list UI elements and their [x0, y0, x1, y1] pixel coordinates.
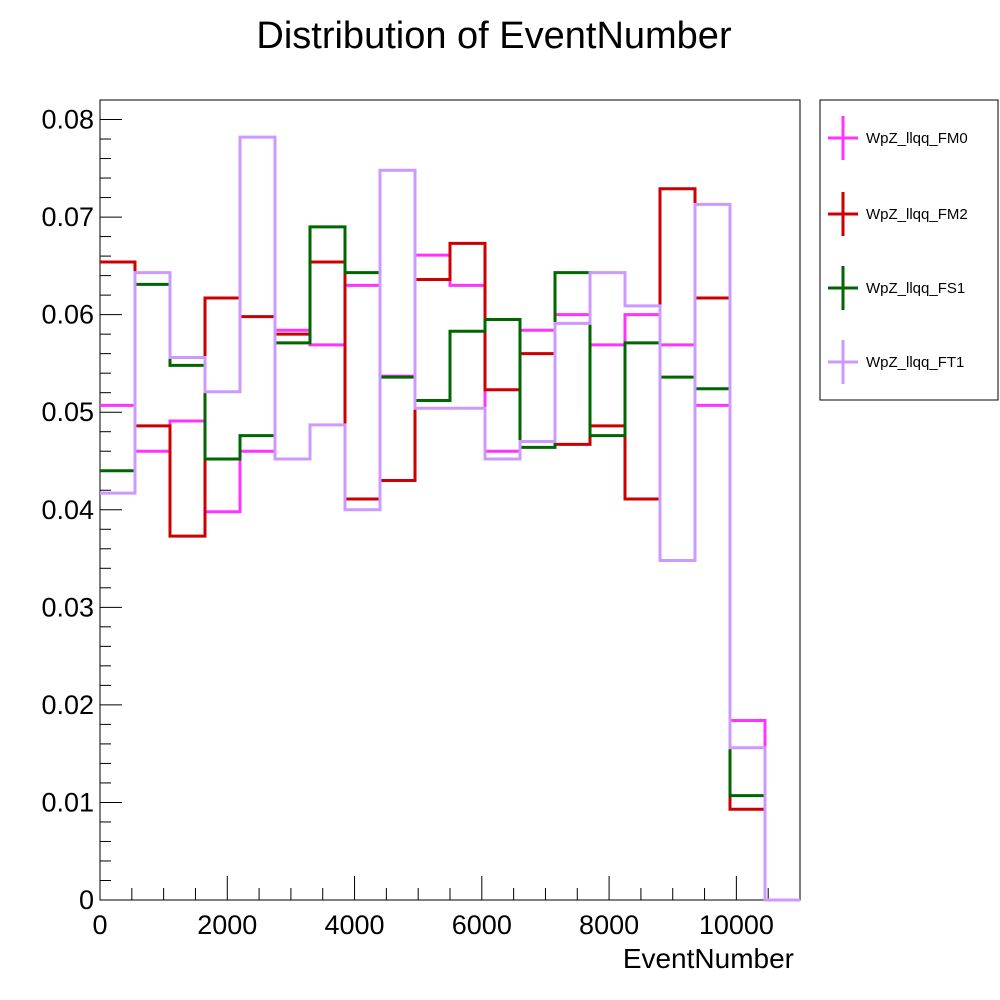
x-tick-label: 8000	[579, 910, 639, 940]
series-line-WpZ_llqq_FT1	[100, 135, 800, 902]
x-tick-label: 0	[92, 910, 107, 940]
x-tick-label: 4000	[325, 910, 385, 940]
x-axis-title: EventNumber	[623, 943, 794, 974]
y-tick-label: 0.03	[41, 592, 94, 622]
legend-label: WpZ_llqq_FT1	[866, 354, 964, 371]
y-tick-label: 0	[79, 885, 94, 915]
legend-label: WpZ_llqq_FS1	[866, 280, 965, 297]
y-tick-label: 0.08	[41, 105, 94, 135]
x-tick-label: 10000	[699, 910, 774, 940]
y-tick-label: 0.01	[41, 787, 94, 817]
legend-label: WpZ_llqq_FM2	[866, 206, 968, 223]
x-tick-label: 2000	[197, 910, 257, 940]
x-tick-label: 6000	[452, 910, 512, 940]
series-line-WpZ_llqq_FS1	[100, 225, 800, 902]
chart-title: Distribution of EventNumber	[256, 15, 732, 57]
y-tick-label: 0.04	[41, 495, 94, 525]
y-tick-label: 0.07	[41, 202, 94, 232]
y-tick-label: 0.02	[41, 690, 94, 720]
legend: WpZ_llqq_FM0 WpZ_llqq_FM2 WpZ_llqq_FS1 WpZ_…	[819, 99, 999, 401]
legend-box	[819, 99, 999, 401]
plot-area: 0 2000 4000 6000 8000 10000 0 0.01 0.02 0.03 0.04 0…	[41, 99, 801, 940]
y-tick-label: 0.06	[41, 300, 94, 330]
legend-label: WpZ_llqq_FM0	[866, 130, 968, 147]
y-tick-label: 0.05	[41, 397, 94, 427]
series-line-WpZ_llqq_FM2	[100, 187, 800, 902]
